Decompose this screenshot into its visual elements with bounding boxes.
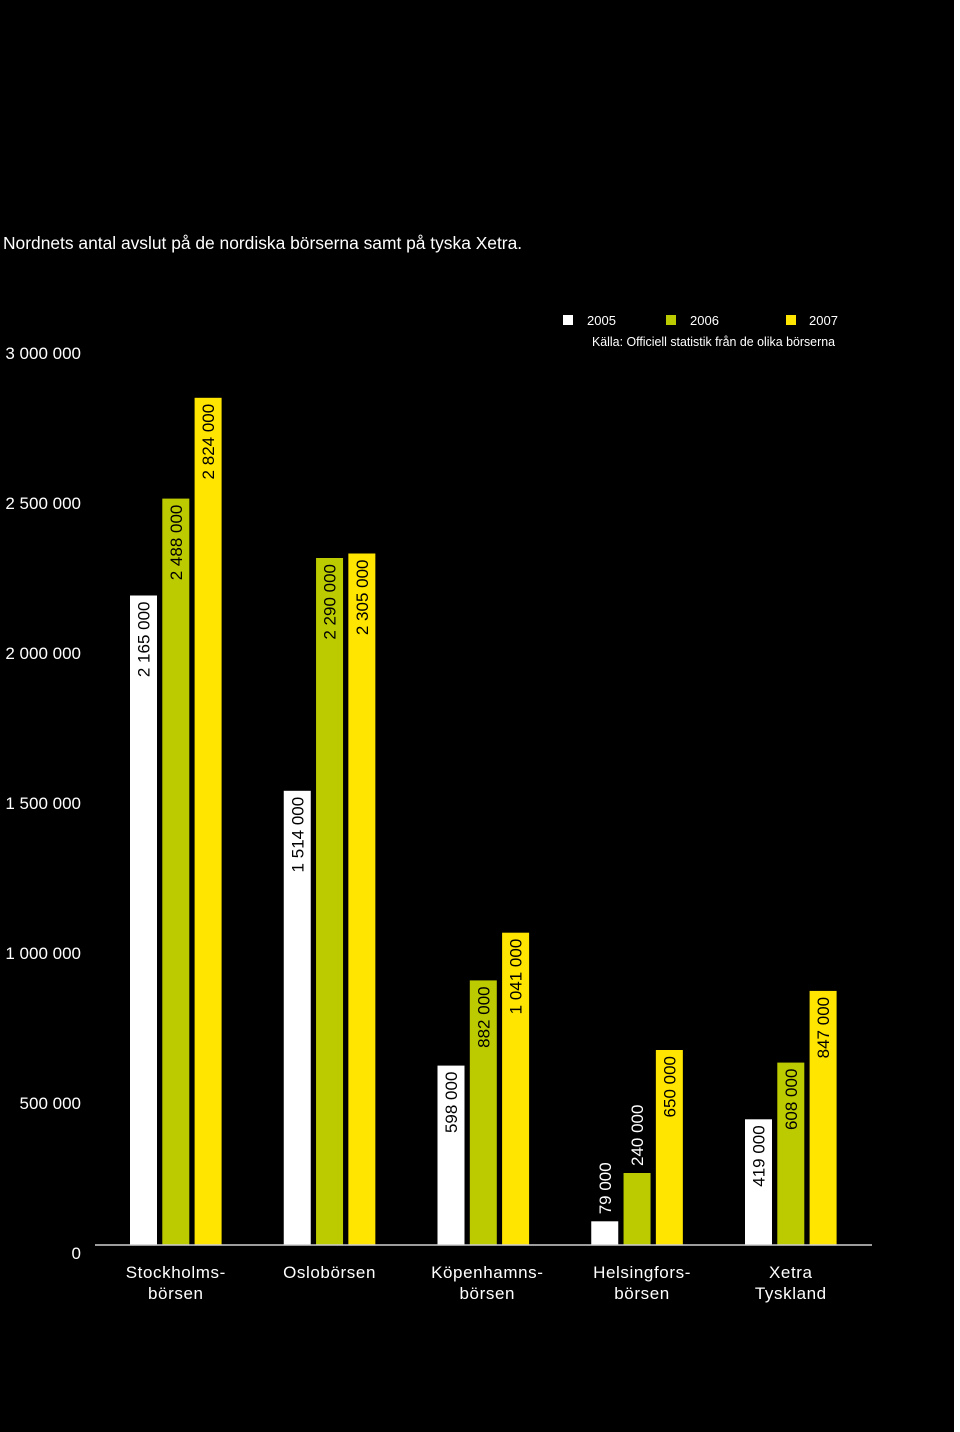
data-labels: 2 165 000 1 514 000 598 000 79 000 419 000 2 … <box>135 404 834 1215</box>
source-note: Källa: Officiell statistik från de olika… <box>592 335 835 349</box>
bar-2005-group-5 <box>745 1119 772 1245</box>
data-label-2005-group-5: 419 000 <box>750 1125 769 1186</box>
bar-2006-group-3 <box>469 980 497 1245</box>
data-label-2006-group-5: 608 000 <box>782 1069 801 1130</box>
data-label-2007-group-1: 2 824 000 <box>199 404 218 480</box>
data-label-2005-group-4: 79 000 <box>596 1162 615 1214</box>
data-label-2007-group-3: 1 041 000 <box>507 939 526 1015</box>
data-label-2006-group-4: 240 000 <box>628 1105 647 1166</box>
legend-item: 2006 <box>666 313 719 328</box>
bar-2006-group-5 <box>777 1062 805 1245</box>
bar-2006-group-2 <box>316 558 344 1245</box>
data-label-2006-group-1: 2 488 000 <box>167 505 186 581</box>
y-tick-label: 2 000 000 <box>5 644 81 663</box>
bar-2007-group-2 <box>348 553 376 1245</box>
legend-label: 2005 <box>587 313 616 328</box>
y-tick-label: 2 500 000 <box>5 494 81 513</box>
bar-2007-group-5 <box>809 990 837 1245</box>
chart-title: Nordnets antal avslut på de nordiska bör… <box>3 233 522 253</box>
y-tick-label: 1 000 000 <box>5 944 81 963</box>
data-label-2005-group-2: 1 514 000 <box>288 797 307 873</box>
legend: 2005 2006 2007 Källa: Officiell statisti… <box>563 313 838 349</box>
legend-item: 2007 <box>786 313 838 328</box>
legend-swatch <box>563 315 573 325</box>
y-tick-label: 1 500 000 <box>5 794 81 813</box>
legend-label: 2007 <box>809 313 838 328</box>
y-tick-label: 3 000 000 <box>5 344 81 363</box>
legend-swatch <box>666 315 676 325</box>
page-edge-strip <box>954 0 960 1432</box>
data-label-2005-group-1: 2 165 000 <box>135 602 154 678</box>
bar-2007-group-4 <box>655 1050 683 1245</box>
data-label-2007-group-2: 2 305 000 <box>353 560 372 636</box>
y-axis: 0 500 000 1 000 000 1 500 000 2 000 000 2 500… <box>5 344 81 1263</box>
legend-label: 2006 <box>690 313 719 328</box>
bar-2005-group-4 <box>591 1221 619 1245</box>
bar-2006-group-1 <box>162 498 190 1246</box>
legend-item: 2005 <box>563 313 616 328</box>
y-tick-label: 500 000 <box>20 1094 81 1113</box>
bar-2007-group-3 <box>502 932 530 1245</box>
bar-2005-group-1 <box>130 595 157 1245</box>
y-tick-label: 0 <box>72 1244 81 1263</box>
bar-2006-group-4 <box>623 1173 651 1245</box>
bar-2005-group-3 <box>437 1065 465 1245</box>
data-label-2005-group-3: 598 000 <box>442 1072 461 1133</box>
bars <box>130 397 837 1246</box>
bar-2007-group-1 <box>194 397 222 1245</box>
data-label-2007-group-5: 847 000 <box>814 997 833 1058</box>
data-label-2006-group-2: 2 290 000 <box>321 564 340 640</box>
legend-swatch <box>786 315 796 325</box>
data-label-2006-group-3: 882 000 <box>474 986 493 1047</box>
data-label-2007-group-4: 650 000 <box>660 1056 679 1117</box>
bar-2005-group-2 <box>283 790 311 1245</box>
